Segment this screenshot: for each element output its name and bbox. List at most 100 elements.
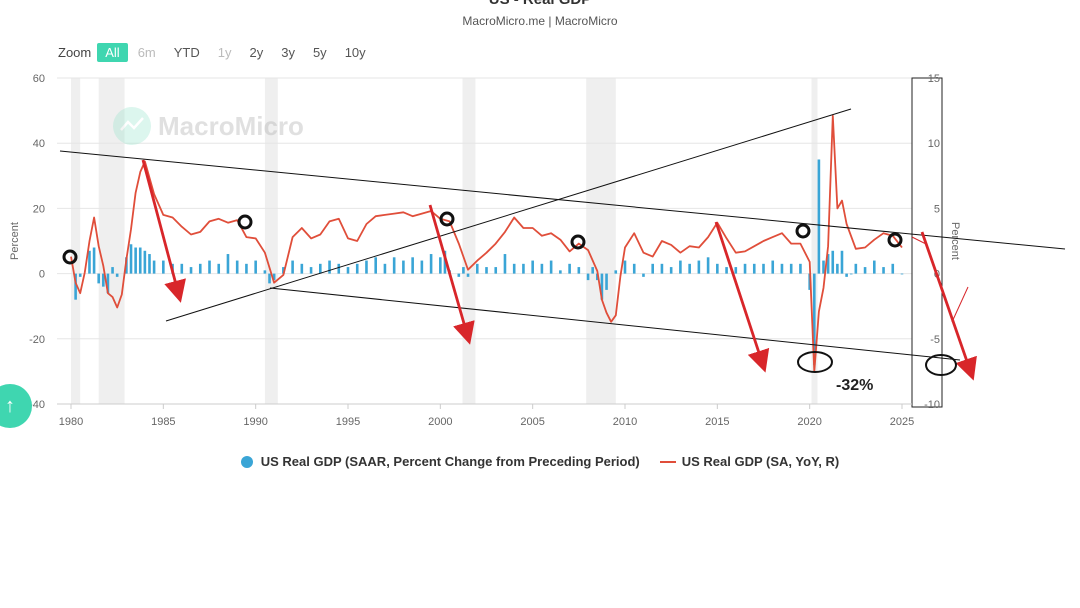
gdp-bar: [743, 263, 747, 274]
gdp-bar: [152, 260, 156, 274]
gdp-bar: [115, 273, 119, 277]
zoom-2y-button[interactable]: 2y: [249, 45, 264, 60]
gdp-bar: [836, 263, 839, 274]
gdp-bar: [466, 273, 470, 277]
gdp-bar: [392, 257, 396, 274]
legend-line-label: US Real GDP (SA, YoY, R): [681, 454, 840, 469]
gdp-bar: [845, 273, 848, 277]
gdp-bar: [549, 260, 553, 274]
x-tick-label: 2025: [890, 416, 914, 428]
gdp-bar: [328, 260, 331, 274]
chart-title: US - Real GDP: [0, 0, 1080, 8]
gdp-bar: [771, 260, 775, 274]
gdp-bar: [586, 273, 590, 281]
gdp-bar: [568, 263, 571, 274]
gdp-bar: [863, 267, 867, 274]
gdp-bar: [282, 267, 285, 274]
gdp-bar: [346, 267, 350, 274]
gdp-bar: [522, 263, 525, 274]
left-tick-label: 20: [33, 203, 45, 215]
gdp-bar: [106, 273, 110, 294]
gdp-bar: [854, 263, 858, 274]
watermark-logo-mark: [120, 117, 144, 131]
legend-dot-icon: [240, 455, 253, 468]
annotation-layer: [59, 108, 1066, 381]
recession-band: [71, 78, 81, 404]
zoom-6m-button[interactable]: 6m: [137, 45, 156, 60]
yoy-line: [70, 114, 903, 373]
gdp-bar: [849, 273, 853, 275]
oval-annotation: [797, 351, 833, 373]
gdp-bar: [92, 247, 96, 274]
gdp-bar: [74, 273, 77, 300]
gdp-bar: [355, 263, 359, 274]
gdp-bar: [272, 273, 276, 281]
gdp-bar: [309, 267, 313, 274]
gdp-bar: [78, 273, 82, 277]
left-axis-title: Percent: [9, 222, 21, 260]
gdp-bar: [235, 260, 239, 274]
x-tick-label: 2010: [613, 416, 637, 428]
gdp-bar: [429, 254, 433, 274]
recession-band: [462, 78, 476, 404]
left-tick-label: -40: [29, 399, 45, 411]
zoom-3y-button[interactable]: 3y: [281, 45, 295, 60]
right-tick-label: -5: [930, 334, 940, 346]
zoom-10y-button[interactable]: 10y: [344, 45, 366, 60]
gdp-bar: [411, 257, 414, 274]
gdp-bar: [374, 257, 377, 274]
gdp-bar: [291, 260, 294, 274]
gdp-bar: [365, 260, 368, 274]
gdp-bar: [817, 159, 821, 274]
gdp-bar: [512, 263, 516, 274]
right-axis-box: [911, 77, 943, 408]
gdp-bar: [129, 244, 133, 274]
zoom-1y-button[interactable]: 1y: [217, 45, 232, 60]
x-tick-label: 1985: [151, 416, 175, 428]
scroll-top-button[interactable]: ↑: [0, 384, 32, 428]
watermark-text: MacroMicro: [158, 111, 304, 141]
legend: US Real GDP (SAAR, Percent Change from P…: [0, 454, 1080, 469]
gdp-bar: [226, 254, 230, 274]
legend-item-bar[interactable]: US Real GDP (SAAR, Percent Change from P…: [240, 454, 640, 469]
gdp-bar: [632, 263, 636, 274]
arrow-up-icon: ↑: [5, 394, 15, 417]
watermark: MacroMicro: [113, 107, 304, 145]
gdp-bar: [614, 270, 618, 274]
x-tick-label: 2000: [428, 416, 452, 428]
gdp-bar: [660, 263, 664, 274]
gdp-bar: [600, 273, 604, 300]
gdp-bar: [268, 273, 271, 284]
gdp-bar: [882, 267, 885, 274]
legend-item-line[interactable]: US Real GDP (SA, YoY, R): [659, 454, 840, 469]
gdp-bar: [531, 260, 534, 274]
gdp-bar: [822, 260, 825, 274]
down-arrow-annotation: [714, 221, 770, 373]
gdp-bar: [217, 263, 221, 274]
gdp-bar: [688, 263, 691, 274]
gdp-bar: [475, 263, 479, 274]
zoom-5y-button[interactable]: 5y: [312, 45, 327, 60]
gdp-bar: [591, 267, 594, 274]
gdp-bar: [402, 260, 405, 274]
gdp-bar: [189, 267, 193, 274]
x-tick-label: 1980: [59, 416, 83, 428]
recession-band: [811, 78, 818, 404]
gdp-bar: [420, 260, 424, 274]
right-tick-label: 10: [928, 138, 940, 150]
zoom-all-button[interactable]: All: [97, 43, 128, 62]
zoom-label: Zoom: [58, 45, 92, 60]
recession-band: [264, 78, 278, 404]
gdp-bar: [651, 263, 654, 274]
zoom-ytd-button[interactable]: YTD: [173, 45, 200, 60]
trendline-rising: [165, 108, 852, 322]
recession-band: [98, 78, 125, 404]
gdp-bar: [734, 267, 738, 274]
left-tick-label: 0: [39, 269, 45, 281]
gdp-bar: [162, 260, 165, 274]
chart-canvas: 6040200-20-40151050-5-10PercentPercent19…: [9, 73, 1066, 428]
gdp-bar: [780, 263, 784, 274]
gdp-bar: [208, 260, 211, 274]
gdp-bar: [540, 263, 544, 274]
gdp-bar: [300, 263, 304, 274]
